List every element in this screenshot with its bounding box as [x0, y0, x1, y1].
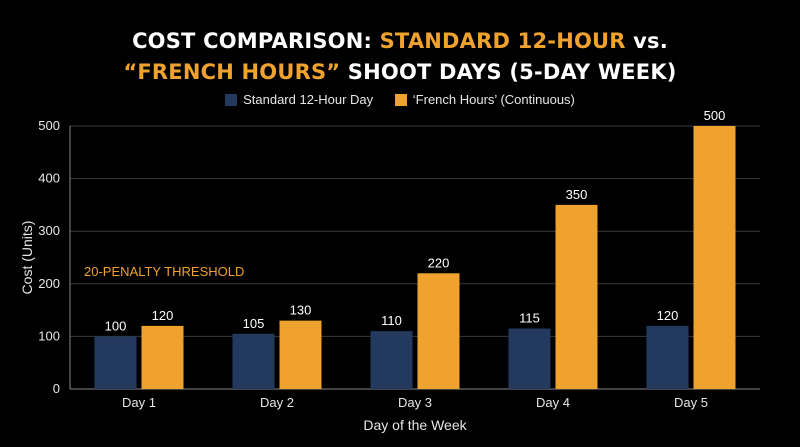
bar-french — [141, 325, 184, 389]
bar-value-label: 120 — [657, 308, 679, 323]
bar-standard — [232, 333, 275, 389]
bar-value-label: 130 — [290, 303, 312, 318]
y-tick-label: 200 — [38, 276, 60, 291]
bar-value-label: 105 — [243, 316, 265, 331]
y-tick-label: 0 — [53, 381, 60, 396]
legend-item-french: ‘French Hours’ (Continuous) — [394, 92, 575, 107]
chart-title: COST COMPARISON: STANDARD 12-HOUR vs. “F… — [0, 26, 800, 88]
y-tick-label: 400 — [38, 171, 60, 186]
bar-standard — [94, 336, 137, 389]
x-tick-label: Day 2 — [260, 395, 294, 410]
legend-swatch-standard — [225, 93, 238, 106]
x-tick-label: Day 5 — [674, 395, 708, 410]
y-tick-label: 500 — [38, 118, 60, 133]
title-part: COST COMPARISON: — [132, 29, 380, 53]
bar-french — [279, 320, 322, 389]
bar-value-label: 220 — [428, 255, 450, 270]
y-tick-label: 300 — [38, 223, 60, 238]
legend-item-standard: Standard 12-Hour Day — [225, 92, 373, 107]
bar-french — [693, 126, 736, 389]
legend-label-standard: Standard 12-Hour Day — [243, 92, 374, 107]
bar-french — [417, 273, 460, 389]
threshold-label: 20-PENALTY THRESHOLD — [84, 264, 244, 279]
bar-standard — [508, 328, 551, 389]
bar-value-label: 100 — [105, 318, 127, 333]
chart-title-line2: “FRENCH HOURS” SHOOT DAYS (5-DAY WEEK) — [0, 57, 800, 88]
x-axis-title: Day of the Week — [363, 417, 467, 433]
bar-value-label: 350 — [566, 187, 588, 202]
bar-value-label: 500 — [704, 108, 726, 123]
bar-value-label: 110 — [381, 313, 402, 328]
chart-title-line1: COST COMPARISON: STANDARD 12-HOUR vs. — [0, 26, 800, 57]
x-tick-label: Day 3 — [398, 395, 432, 410]
legend: Standard 12-Hour Day ‘French Hours’ (Con… — [0, 92, 800, 109]
title-part: vs. — [625, 29, 668, 53]
x-tick-label: Day 4 — [536, 395, 570, 410]
title-part: SHOOT DAYS (5-DAY WEEK) — [340, 60, 677, 84]
legend-label-french: ‘French Hours’ (Continuous) — [412, 92, 575, 107]
bar-value-label: 120 — [152, 308, 174, 323]
bar-value-label: 115 — [519, 311, 540, 326]
y-axis-title: Cost (Units) — [19, 221, 35, 295]
bar-french — [555, 204, 598, 389]
bar-standard — [370, 331, 413, 389]
title-highlight: “FRENCH HOURS” — [123, 60, 341, 84]
x-tick-label: Day 1 — [122, 395, 156, 410]
title-highlight: STANDARD 12-HOUR — [379, 29, 626, 53]
bar-standard — [646, 325, 689, 389]
legend-swatch-french — [394, 93, 407, 106]
y-tick-label: 100 — [38, 328, 60, 343]
